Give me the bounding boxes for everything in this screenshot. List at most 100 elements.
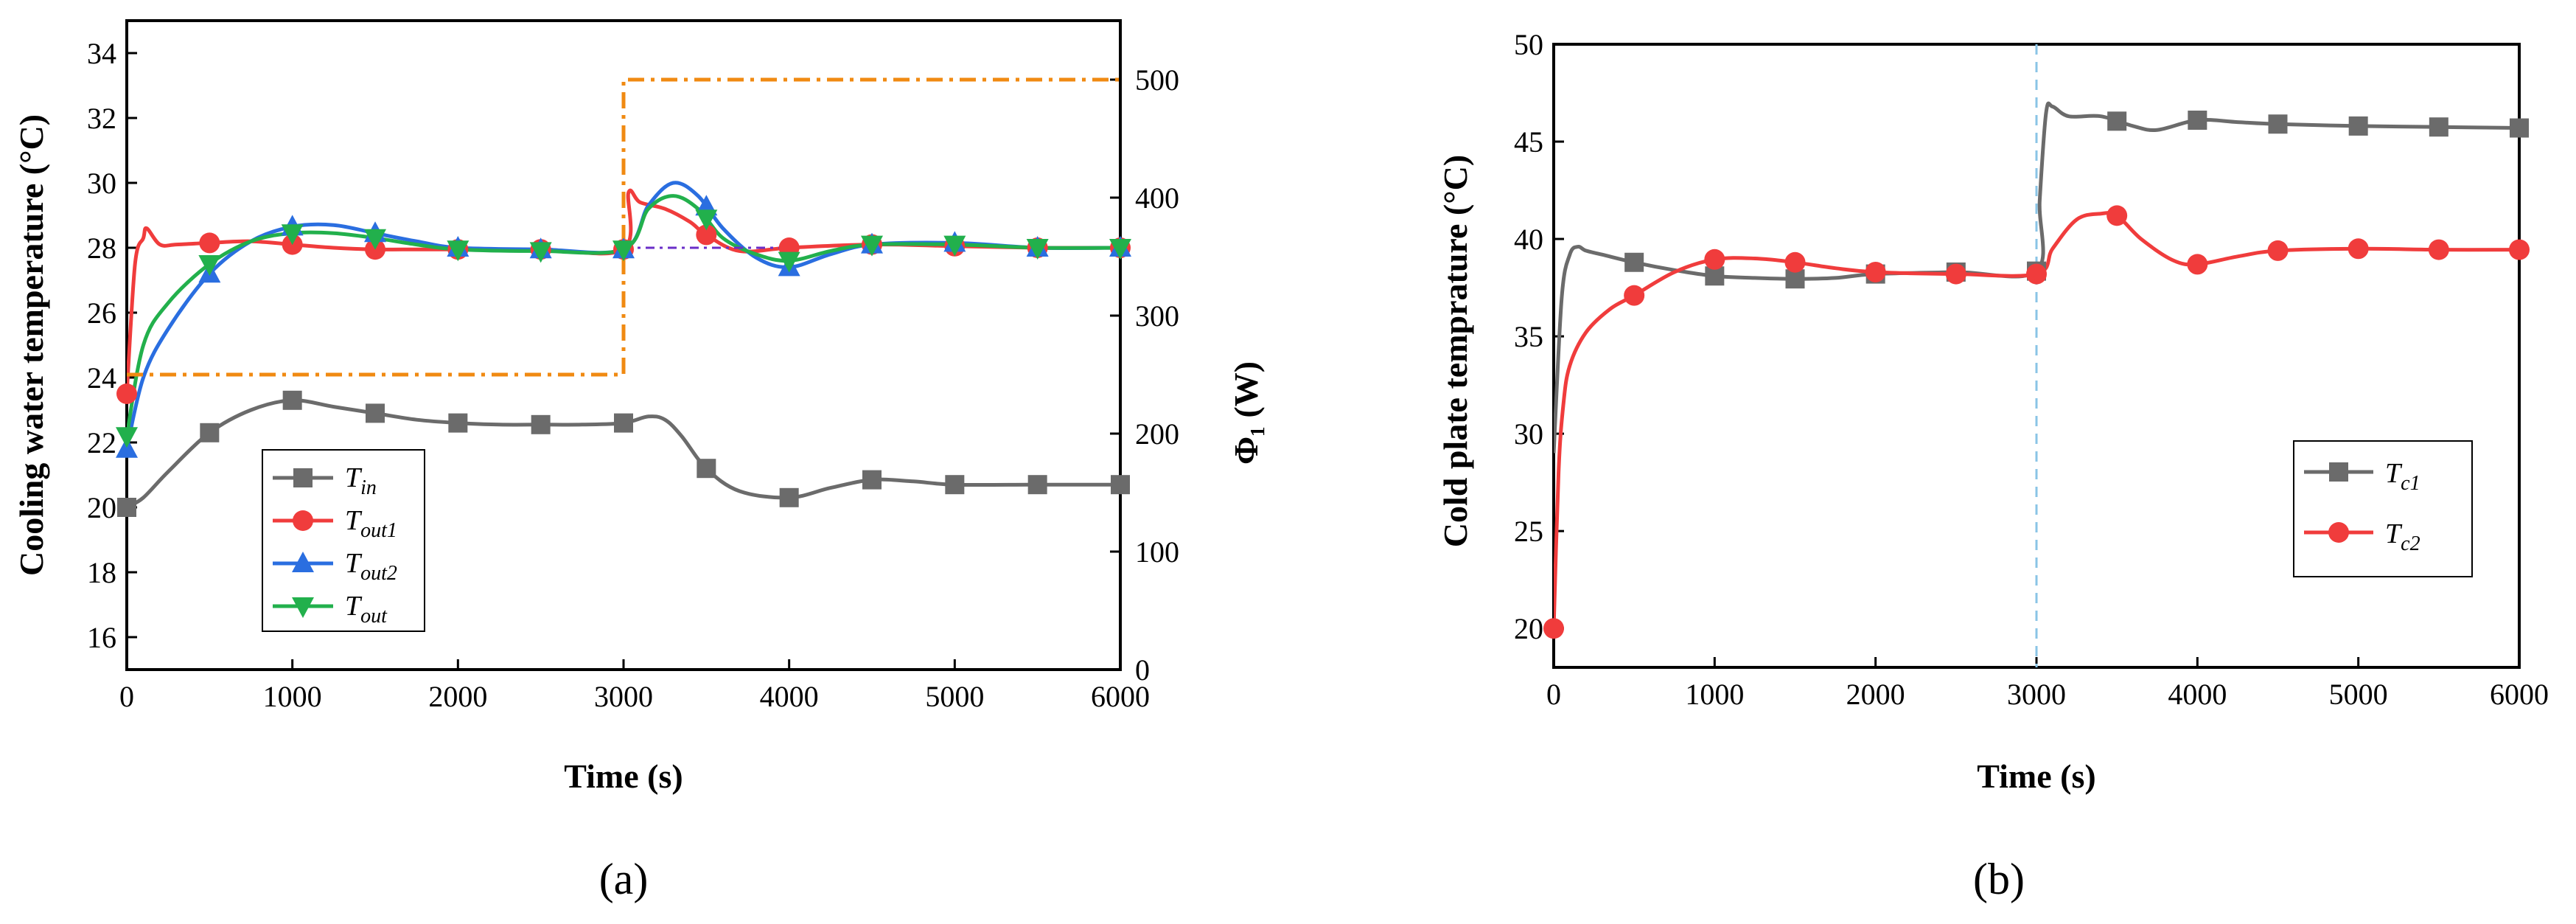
data-point-t_out (1026, 239, 1049, 260)
data-point-t_c2 (2428, 239, 2449, 260)
y-tick-label: 45 (1514, 125, 1543, 159)
data-point-t_c2 (2026, 263, 2047, 285)
data-point-t_out (447, 240, 470, 262)
y-tick-label: 26 (87, 296, 116, 330)
chart-a-y2-ticks: 0 100 200 300 400 500 (1110, 63, 1179, 687)
legend-label-t_out: Tout (345, 591, 388, 628)
x-tick-label: 5000 (925, 680, 984, 713)
chart-a-series (127, 77, 1120, 510)
x-tick-label: 1000 (263, 680, 322, 713)
legend-marker (292, 597, 314, 618)
legend-marker (2329, 462, 2348, 482)
data-point-t_in (200, 423, 220, 442)
y-tick-label: 30 (87, 167, 116, 200)
chart-b-legend: Tc1 Tc2 (2293, 440, 2473, 577)
chart-b-legend-box (2293, 440, 2473, 577)
data-point-t_out (364, 229, 386, 250)
y-tick-label: 22 (87, 426, 116, 459)
legend-label-t_c2: Tc2 (2385, 518, 2420, 555)
data-point-t_c2 (1865, 261, 1886, 282)
data-point-t_c2 (2509, 239, 2530, 260)
data-point-t_c1 (2268, 114, 2288, 134)
chart-a-legend-box (262, 449, 425, 632)
y-tick-label: 20 (1514, 612, 1543, 645)
data-point-t_in (862, 470, 882, 490)
legend-label-t_in: Tin (345, 462, 377, 499)
data-point-t_out (612, 240, 635, 262)
x-tick-label: 2000 (428, 680, 487, 713)
x-tick-label: 3000 (594, 680, 653, 713)
data-point-t_in (697, 459, 716, 479)
y2-tick-label: 100 (1135, 535, 1179, 569)
data-point-t_c1 (1624, 252, 1644, 272)
data-point-t_in (366, 403, 385, 423)
y2-tick-label: 200 (1135, 417, 1179, 451)
data-point-t_in (1027, 475, 1047, 495)
legend-marker (293, 510, 313, 531)
data-point-t_c2 (1624, 285, 1645, 306)
data-point-t_c2 (2348, 238, 2369, 260)
data-point-t_out (943, 235, 966, 257)
chart-b-y-ticks: 20 25 30 35 40 45 50 (1514, 28, 1564, 645)
data-point-t_in (531, 414, 551, 434)
data-point-t_out1 (116, 383, 137, 404)
chart-a-y2-axis-label: Φ₁ (W) (1227, 361, 1265, 465)
data-point-t_out1 (199, 232, 220, 254)
data-point-t_out (695, 209, 718, 231)
y-tick-label: 32 (87, 102, 116, 135)
data-point-t_c1 (2188, 110, 2207, 130)
chart-a-x-ticks: 0 1000 2000 3000 4000 5000 6000 (119, 659, 1150, 713)
panel-label-b: (b) (1973, 855, 2025, 903)
x-tick-label: 6000 (2490, 678, 2549, 711)
data-point-t_c2 (2187, 254, 2208, 275)
chart-b-x-axis-label: Time (s) (1977, 757, 2095, 795)
y2-tick-label: 300 (1135, 299, 1179, 333)
x-tick-label: 4000 (2168, 678, 2227, 711)
x-tick-label: 2000 (1846, 678, 1905, 711)
y-tick-label: 28 (87, 232, 116, 265)
legend-marker (293, 468, 313, 487)
chart-a-y-ticks: 16 18 20 22 24 26 28 30 32 34 (87, 37, 137, 654)
x-tick-label: 4000 (760, 680, 819, 713)
legend-marker (2328, 522, 2349, 543)
series-line-heat-load (127, 77, 1120, 377)
x-tick-label: 6000 (1091, 680, 1150, 713)
data-point-t_c2 (2267, 240, 2289, 261)
chart-a-y-axis-label: Cooling water temperature (°C) (13, 114, 50, 576)
y-tick-label: 24 (87, 361, 116, 395)
y-tick-label: 30 (1514, 417, 1543, 451)
data-point-t_c2 (1945, 263, 1966, 285)
data-point-t_c1 (2348, 116, 2368, 136)
chart-b-y-axis-label: Cold plate temprature (°C) (1437, 155, 1474, 547)
data-point-t_in (117, 498, 136, 517)
chart-b: 0 1000 2000 3000 4000 5000 6000 20 25 30 35 40 45 50… (1437, 28, 2549, 903)
chart-a: 0 1000 2000 3000 4000 5000 6000 16 18 20 22 24 26 28… (13, 19, 1265, 903)
x-tick-label: 0 (1546, 678, 1561, 711)
data-point-t_in (779, 487, 799, 507)
chart-a-legend: Tin Tout1 Tout2 Tout (262, 449, 425, 632)
data-point-t_out (778, 251, 800, 273)
data-point-t_c2 (2106, 205, 2128, 226)
data-point-t_out (529, 242, 552, 263)
y-tick-label: 34 (87, 37, 116, 70)
chart-b-markers (1543, 110, 2530, 639)
data-point-t_in (614, 413, 633, 433)
y2-tick-label: 0 (1135, 653, 1150, 687)
chart-b-x-ticks: 0 1000 2000 3000 4000 5000 6000 (1546, 657, 2549, 711)
y2-tick-label: 400 (1135, 181, 1179, 215)
y-tick-label: 18 (87, 556, 116, 589)
y-tick-label: 16 (87, 621, 116, 654)
panel-label-a: (a) (599, 855, 649, 903)
y-tick-label: 40 (1514, 223, 1543, 256)
legend-label-t_out1: Tout1 (345, 505, 397, 542)
data-point-t_c2 (1704, 249, 1725, 270)
data-point-t_out (198, 255, 221, 276)
legend-label-t_out2: Tout2 (345, 548, 397, 585)
legend-marker (292, 552, 314, 572)
data-point-t_c1 (2429, 117, 2448, 137)
y-tick-label: 20 (87, 491, 116, 524)
y-tick-label: 50 (1514, 28, 1543, 61)
data-point-t_out1 (696, 224, 717, 246)
data-point-t_in (448, 413, 468, 433)
